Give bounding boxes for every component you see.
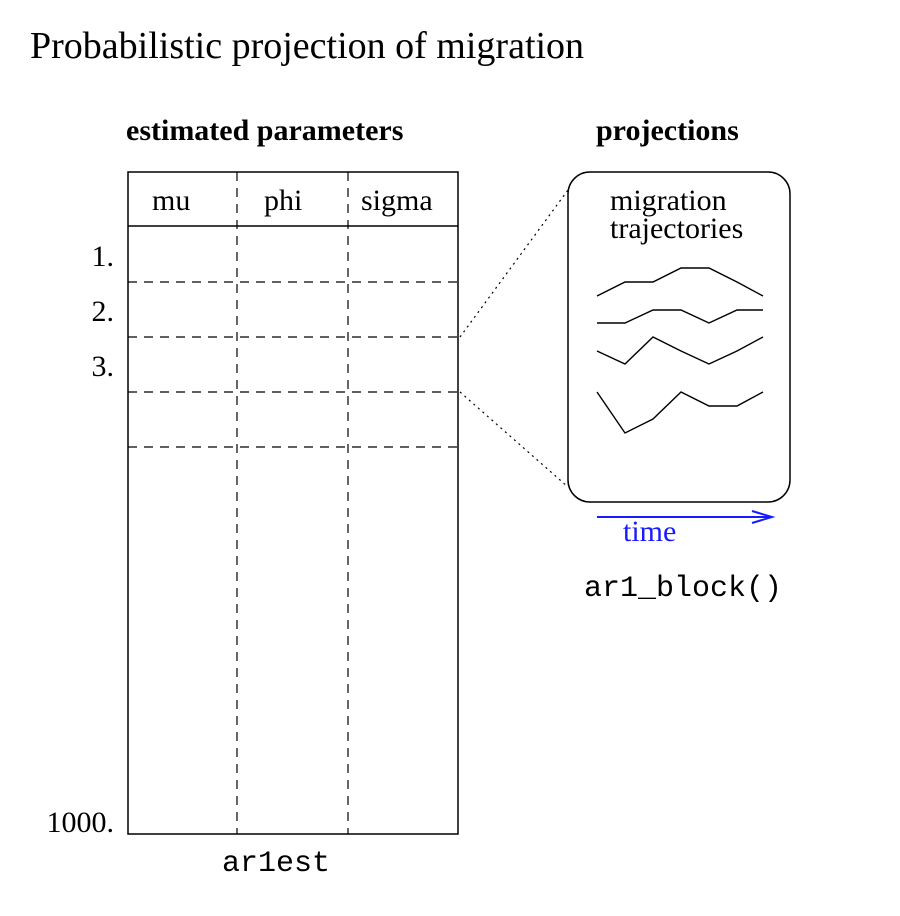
trajectory-3 <box>596 336 764 365</box>
box-label-migration: migration <box>610 184 727 217</box>
time-arrow-head <box>751 510 776 524</box>
row-label-1000: 1000. <box>46 806 115 839</box>
projections-box <box>567 171 791 503</box>
function-caption: ar1_block() <box>584 572 783 606</box>
parameter-table-outline <box>127 171 459 835</box>
column-header-mu: mu <box>152 184 191 217</box>
row-label-3: 3. <box>91 350 115 383</box>
time-axis-label: time <box>623 515 677 548</box>
projections-heading: projections <box>596 114 739 147</box>
row-label-1: 1. <box>91 240 115 273</box>
box-label-trajectories: trajectories <box>610 212 744 245</box>
column-header-sigma: sigma <box>361 184 433 217</box>
connector-top <box>459 189 569 338</box>
connector-bottom <box>459 391 569 488</box>
column-header-phi: phi <box>264 184 303 217</box>
table-caption: ar1est <box>222 847 331 881</box>
trajectory-4 <box>596 391 764 434</box>
estimated-parameters-heading: estimated parameters <box>126 114 404 147</box>
row-label-2: 2. <box>91 295 115 328</box>
diagram-title: Probabilistic projection of migration <box>30 25 585 67</box>
trajectory-2 <box>597 309 763 324</box>
trajectory-1 <box>596 267 764 297</box>
